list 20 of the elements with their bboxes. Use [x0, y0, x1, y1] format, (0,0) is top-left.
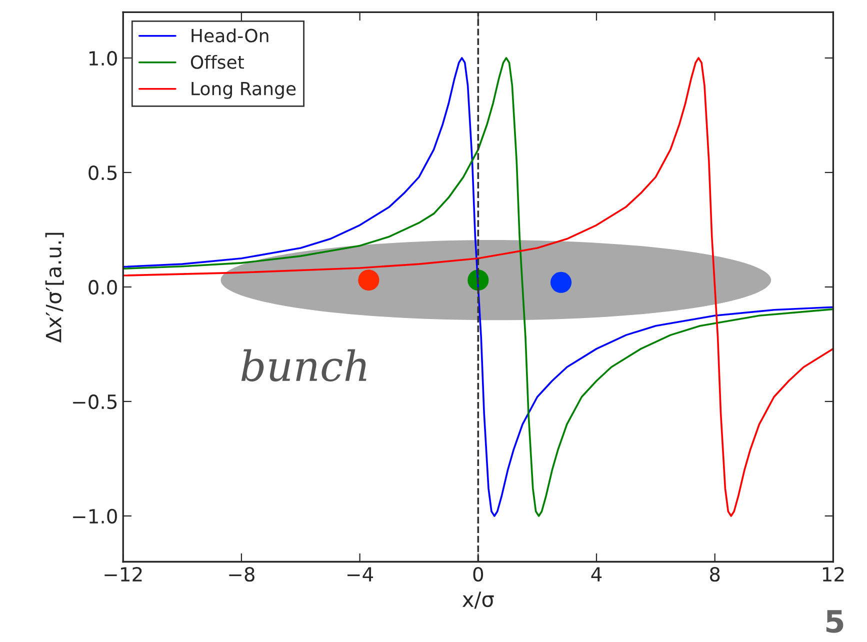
x-tick-label: −4	[348, 567, 374, 582]
x-tick-label: 12	[822, 566, 844, 582]
line-series	[123, 57, 834, 517]
legend-label: Offset	[190, 54, 244, 69]
y-tick-label: −1.0	[73, 508, 117, 524]
x-axis-title: x/σ	[462, 592, 494, 609]
y-tick-label: 0.5	[88, 165, 117, 180]
x-tick-label: 4	[591, 567, 602, 582]
legend-label: Head-On	[192, 28, 268, 42]
x-tick-label: −8	[229, 566, 254, 582]
y-tick-label: −0.5	[73, 394, 117, 410]
x-tick-label: 8	[710, 566, 720, 582]
y-axis-title: Δx′/σ′[a.u.]	[45, 232, 64, 343]
y-tick-label: 1.0	[89, 50, 117, 66]
legend-label: Long Range	[192, 82, 296, 99]
x-tick-label: 0	[473, 566, 484, 582]
x-tick-label: −12	[104, 566, 142, 582]
annotation: bunch	[241, 349, 366, 382]
y-tick-label: 0.0	[88, 280, 117, 295]
text: 5	[826, 610, 844, 633]
